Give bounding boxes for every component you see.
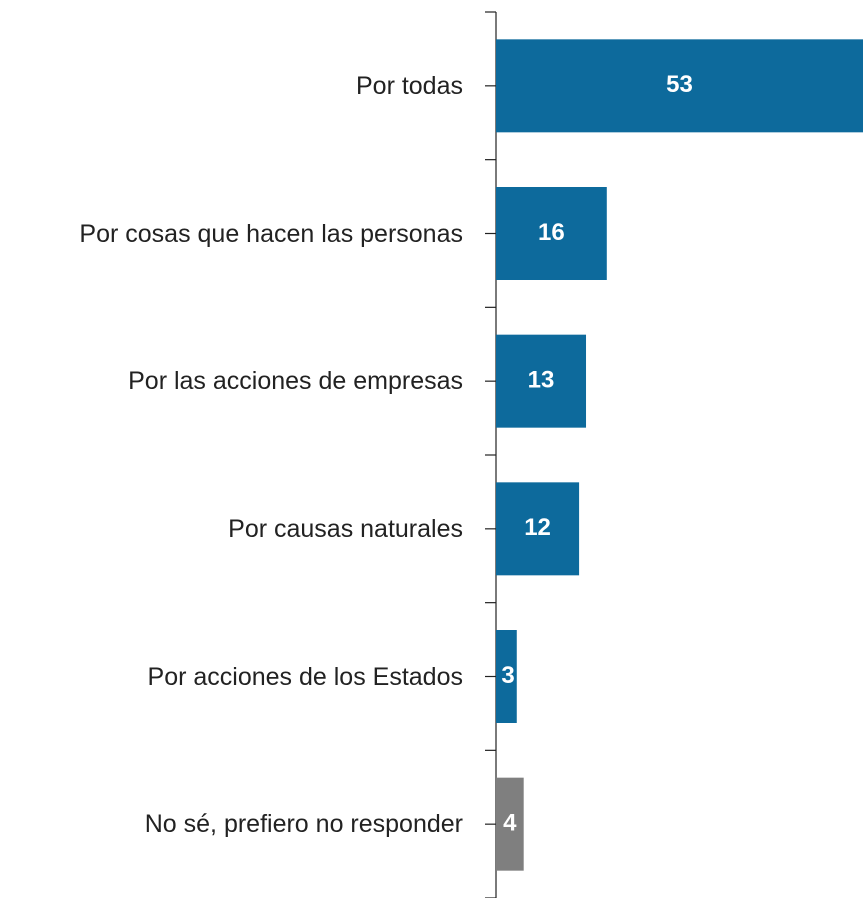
value-label: 4 [503, 810, 517, 837]
bar [496, 39, 863, 133]
value-label: 12 [524, 514, 551, 541]
bar [496, 334, 587, 428]
category-label: Por cosas que hacen las personas [79, 219, 463, 248]
category-label: No sé, prefiero no responder [144, 810, 463, 839]
value-label: 13 [528, 367, 555, 394]
bar [496, 482, 580, 576]
category-label: Por causas naturales [228, 514, 463, 543]
value-label: 53 [666, 71, 693, 98]
bar [496, 187, 607, 280]
category-label: Por las acciones de empresas [128, 367, 463, 396]
category-label: Por todas [355, 71, 463, 100]
value-label: 3 [501, 662, 514, 689]
value-label: 16 [538, 219, 565, 246]
category-label: Por acciones de los Estados [147, 662, 463, 691]
bar [496, 777, 524, 871]
bar [496, 630, 517, 723]
